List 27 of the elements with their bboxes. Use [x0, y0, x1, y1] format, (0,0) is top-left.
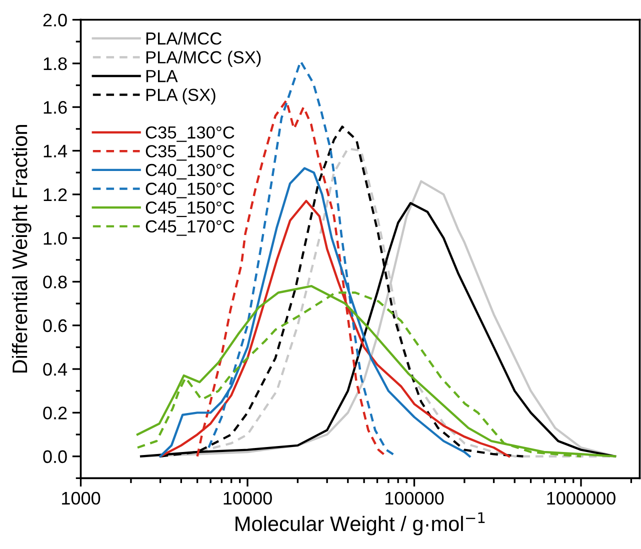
y-tick-label: 2.0	[43, 14, 67, 26]
y-tick-label: 1.4	[44, 144, 68, 158]
x-tick-label: 1000	[62, 492, 100, 505]
y-tick-label: 1.8	[44, 57, 67, 70]
y-tick-label: 0.6	[43, 319, 67, 332]
x-axis-title: Molecular Weight / g·mol$^{−1}$	[236, 512, 485, 536]
y-tick-label: 0.4	[43, 362, 68, 376]
legend-label: PLA/MCC (SX)	[146, 50, 261, 67]
y-tick-label: 0.8	[43, 276, 67, 288]
x-tick-label: 1000000	[547, 492, 616, 505]
legend-label: C45_170°C	[146, 220, 234, 236]
legend-label: PLA (SX)	[146, 88, 216, 104]
legend-label: C45_150°C	[146, 201, 234, 218]
y-axis-title: Differential Weight Fraction	[12, 125, 32, 373]
y-tick-label: 0.2	[43, 406, 67, 420]
x-tick-label: 10000	[224, 492, 272, 505]
legend-label: PLA	[146, 70, 178, 82]
y-tick-label: 1.6	[44, 101, 67, 114]
y-tick-label: 1.2	[44, 188, 67, 201]
legend-label: C35_150°C	[146, 145, 234, 161]
x-tick-label: 100000	[386, 492, 444, 505]
y-tick-label: 1.0	[44, 232, 67, 245]
legend-label: C40_150°C	[146, 182, 234, 198]
legend-label: C40_130°C	[146, 164, 234, 180]
y-tick-label: 0.0	[43, 450, 67, 464]
legend-label: PLA/MCC	[146, 32, 222, 45]
legend-label: C35_130°C	[146, 126, 234, 142]
